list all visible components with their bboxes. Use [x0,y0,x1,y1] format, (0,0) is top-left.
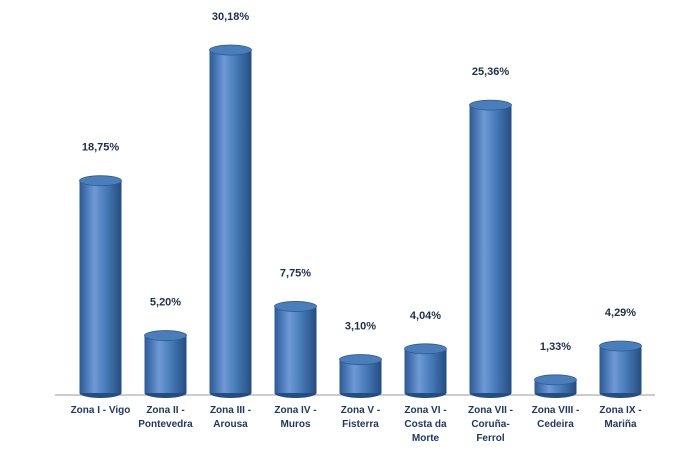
x-tick-label: Zona IV - Muros [274,405,317,430]
bar [404,348,447,393]
bar [339,359,382,393]
cylinder-top [274,301,317,312]
value-label: 4,29% [605,307,636,319]
x-tick-label: Zona II - Pontevedra [138,405,193,430]
x-tick-label: Zona VI - Costa da Morte [404,405,447,444]
bar [79,180,122,393]
bar [144,335,187,393]
x-tick-label: Zona I - Vigo [70,405,131,416]
cylinder-top [469,99,512,111]
cylinder-top [404,343,447,355]
cylinder-top [339,354,382,365]
bar [599,345,642,393]
value-label: 30,18% [212,11,250,23]
bar [209,50,252,393]
value-label: 5,20% [150,297,181,309]
x-tick-label: Zona VII - Coruña-Ferrol [468,405,513,444]
x-tick-label: Zona V - Fisterra [340,405,381,430]
x-tick-label: Zona VIII - Cedeira [531,405,580,430]
value-label: 25,36% [472,66,510,78]
value-label: 4,04% [410,310,441,322]
x-tick-label: Zona III - Arousa [209,405,252,430]
bar [469,105,512,394]
cylinder-top [534,374,577,386]
cylinder-top [79,175,122,187]
value-label: 3,10% [345,321,376,333]
x-tick-label: Zona IX - Mariña [599,405,642,430]
cylinder-top [144,330,187,341]
cylinder-top [599,340,642,352]
value-label: 7,75% [280,267,311,279]
cylinder-top [209,44,252,56]
bar [274,306,317,393]
value-label: 1,33% [540,341,571,353]
value-label: 18,75% [82,142,120,154]
